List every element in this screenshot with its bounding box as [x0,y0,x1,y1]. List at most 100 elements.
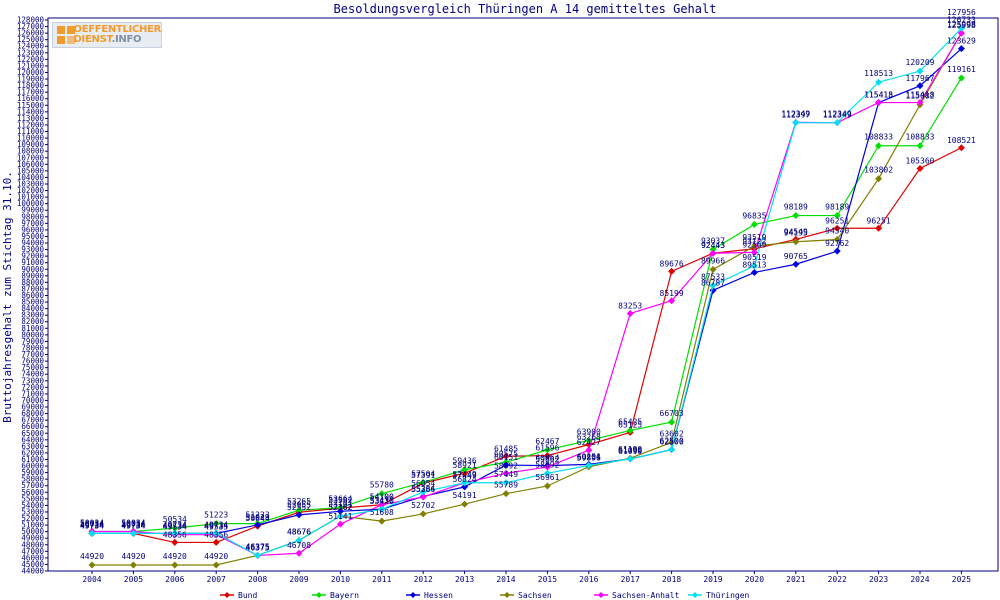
data-label: 49734 [204,520,228,529]
logo-icon [57,26,75,44]
data-point [792,238,800,246]
data-point [502,490,510,498]
data-label: 59896 [577,454,601,463]
legend-item[interactable]: Thüringen [688,591,750,600]
y-tick-label: 67000 [21,416,44,425]
legend-marker [224,592,230,598]
x-tick-label: 2017 [621,575,640,584]
data-label: 50034 [80,518,104,527]
x-tick-label: 2019 [703,575,722,584]
y-tick-label: 90000 [21,265,44,274]
y-tick-label: 81000 [21,324,44,333]
data-label: 55286 [411,485,435,494]
x-tick-label: 2022 [828,575,847,584]
data-label: 46375 [246,543,270,552]
data-label: 53430 [370,496,394,505]
legend-marker [504,592,510,598]
data-point [461,500,469,508]
y-tick-label: 98000 [21,212,44,221]
legend-item[interactable]: Sachsen-Anhalt [594,591,680,600]
data-label: 92443 [701,241,725,250]
data-label: 115418 [906,91,935,100]
data-point [502,461,510,469]
data-label: 49734 [121,521,145,530]
data-label: 90765 [784,252,808,261]
data-point [129,561,137,569]
data-label: 83253 [618,302,642,311]
data-point [129,529,137,537]
x-tick-label: 2010 [331,575,350,584]
legend-label: Sachsen-Anhalt [612,591,680,600]
y-tick-label: 51000 [21,521,44,530]
legend-item[interactable]: Bayern [312,591,359,600]
data-point [171,561,179,569]
logo-line2: DIENST.INFO [73,34,142,45]
data-point [254,521,262,529]
logo-text: OEFFENTLICHER DIENST.INFO [73,24,162,45]
data-label: 93122 [742,237,766,246]
data-label: 120209 [906,58,935,67]
y-tick-label: 77000 [21,350,44,359]
data-label: 54100 [370,493,394,502]
y-tick-label: 107000 [17,153,45,162]
data-label: 53101 [328,499,352,508]
data-label: 49734 [80,521,104,530]
data-point [378,501,386,509]
data-label: 57391 [411,471,435,480]
y-tick-label: 126000 [17,29,45,38]
legend-item[interactable]: Sachsen [500,591,552,600]
y-tick-label: 100000 [17,199,45,208]
y-tick-label: 118000 [17,81,45,90]
data-point [750,220,758,228]
y-tick-label: 76000 [21,357,44,366]
data-point [295,536,303,544]
y-tick-label: 84000 [21,304,44,313]
data-label: 115082 [906,92,935,101]
x-tick-label: 2021 [786,575,805,584]
data-label: 103802 [864,166,893,175]
legend-item[interactable]: Bund [220,591,257,600]
data-label: 61485 [494,444,518,453]
legend-item[interactable]: Hessen [406,591,453,600]
y-tick-label: 117000 [17,88,45,97]
data-label: 65425 [618,417,642,426]
data-label: 44920 [121,552,145,561]
data-label: 58892 [494,461,518,470]
y-axis-label: Bruttojahresgehalt zum Stichtag 31.10. [1,171,14,423]
site-logo[interactable]: OEFFENTLICHER DIENST.INFO [52,22,162,48]
y-tick-label: 109000 [17,140,45,149]
data-point [502,452,510,460]
y-tick-label: 83000 [21,311,44,320]
data-point [916,99,924,107]
y-tick-label: 47000 [21,547,44,556]
x-tick-label: 2015 [538,575,557,584]
y-tick-label: 56000 [21,488,44,497]
data-label: 112397 [781,110,810,119]
y-tick-label: 99000 [21,206,44,215]
y-tick-label: 128000 [17,16,45,25]
y-tick-label: 53000 [21,507,44,516]
y-tick-label: 119000 [17,75,45,84]
data-point [378,517,386,525]
data-label: 89513 [742,260,766,269]
data-label: 123629 [947,37,976,46]
data-point [875,99,883,107]
data-label: 92443 [701,241,725,250]
data-label: 54100 [370,493,394,502]
data-label: 44920 [80,552,104,561]
data-label: 57449 [494,470,518,479]
data-point [295,549,303,557]
data-point [709,265,717,273]
y-tick-label: 85000 [21,298,44,307]
data-label: 49734 [121,520,145,529]
data-point [212,520,220,528]
data-point [916,82,924,90]
logo-line1: OEFFENTLICHER [73,24,162,35]
y-tick-label: 124000 [17,42,45,51]
data-label: 127956 [947,8,976,17]
data-label: 49734 [204,521,228,530]
x-tick-label: 2014 [496,575,515,584]
data-point [254,551,262,559]
legend-label: Bund [238,591,257,600]
y-tick-label: 88000 [21,278,44,287]
